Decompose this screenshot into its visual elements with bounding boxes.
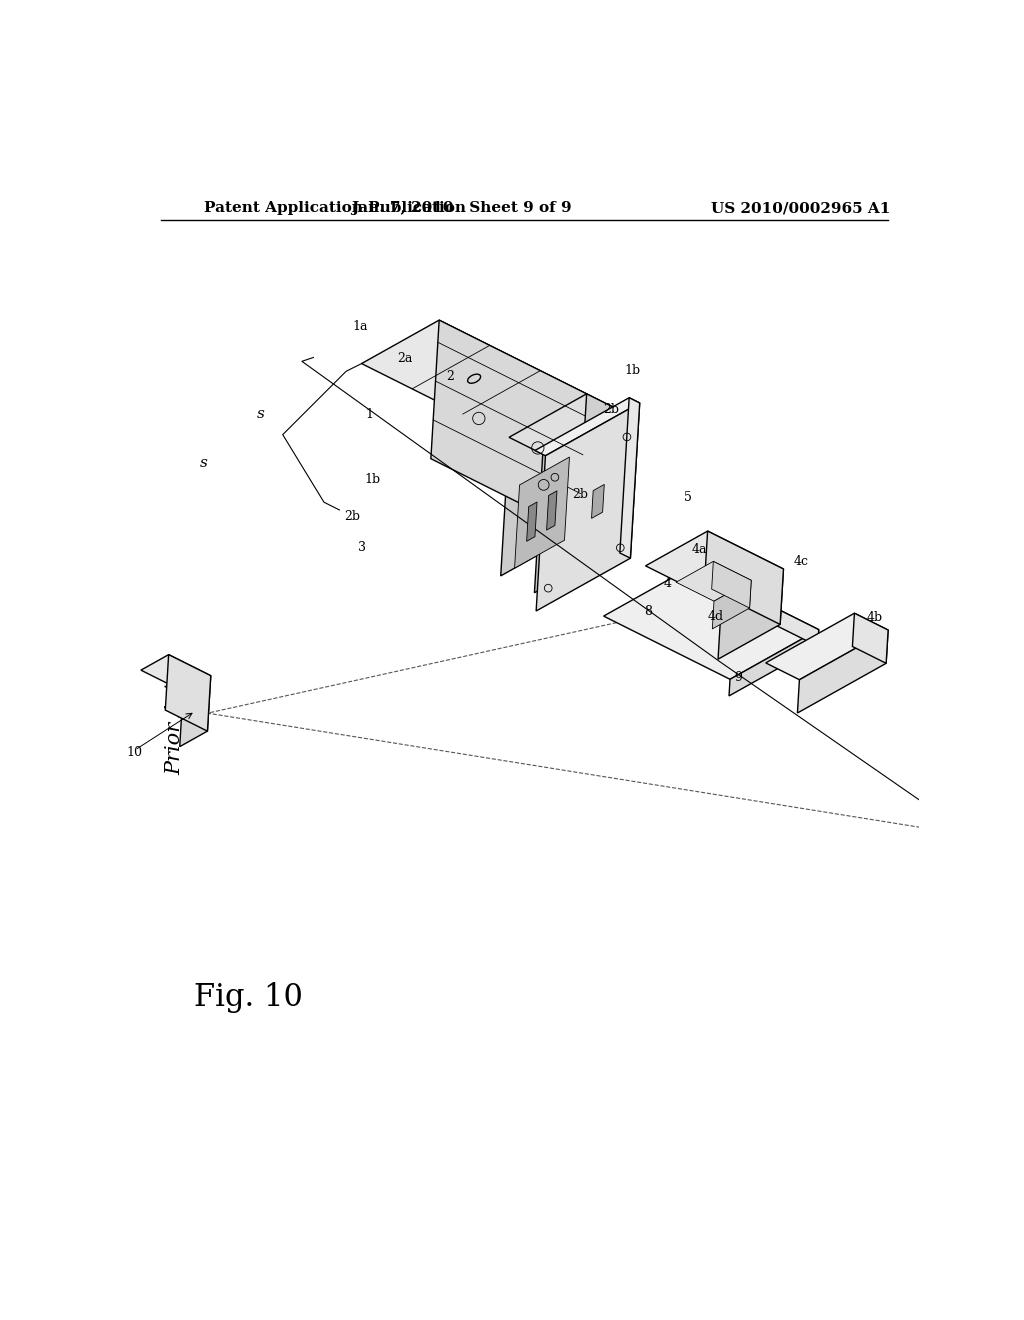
- Text: 4: 4: [664, 577, 672, 590]
- Text: Prior Art: Prior Art: [166, 681, 184, 775]
- Text: 5: 5: [684, 491, 692, 504]
- Text: 2b: 2b: [571, 488, 588, 502]
- Text: 9: 9: [734, 671, 742, 684]
- Polygon shape: [980, 657, 1024, 781]
- Polygon shape: [535, 397, 640, 455]
- Polygon shape: [361, 321, 587, 437]
- Text: Fig. 10: Fig. 10: [194, 982, 302, 1014]
- Text: 1b: 1b: [365, 473, 381, 486]
- Text: 4c: 4c: [794, 556, 809, 568]
- Polygon shape: [537, 403, 640, 611]
- Polygon shape: [712, 561, 752, 609]
- Polygon shape: [547, 491, 557, 531]
- Text: 1b: 1b: [625, 364, 640, 378]
- Text: 2: 2: [446, 370, 454, 383]
- Polygon shape: [165, 655, 211, 731]
- Text: 3: 3: [358, 541, 367, 554]
- Text: Patent Application Publication: Patent Application Publication: [204, 202, 466, 215]
- Polygon shape: [766, 614, 888, 680]
- Polygon shape: [645, 531, 783, 603]
- Polygon shape: [691, 566, 819, 647]
- Text: 4a: 4a: [692, 543, 708, 556]
- Text: 8: 8: [644, 605, 651, 618]
- Text: 2b: 2b: [603, 404, 618, 416]
- Polygon shape: [579, 393, 621, 549]
- Polygon shape: [180, 676, 211, 747]
- Polygon shape: [526, 502, 537, 541]
- Text: Jan. 7, 2010   Sheet 9 of 9: Jan. 7, 2010 Sheet 9 of 9: [351, 202, 572, 215]
- Polygon shape: [620, 397, 640, 558]
- Polygon shape: [1010, 628, 1024, 722]
- Polygon shape: [676, 561, 752, 601]
- Polygon shape: [705, 531, 783, 624]
- Polygon shape: [729, 630, 819, 696]
- Polygon shape: [592, 484, 604, 519]
- Text: 1a: 1a: [353, 321, 369, 333]
- Polygon shape: [603, 566, 819, 680]
- Text: 2a: 2a: [397, 352, 413, 366]
- Polygon shape: [509, 393, 621, 454]
- Text: US 2010/0002965 A1: US 2010/0002965 A1: [711, 202, 890, 215]
- Text: 4b: 4b: [866, 611, 883, 624]
- Text: 10: 10: [127, 746, 143, 759]
- Polygon shape: [431, 321, 587, 532]
- Polygon shape: [535, 411, 621, 593]
- Polygon shape: [798, 630, 888, 713]
- Polygon shape: [501, 393, 587, 576]
- Text: 1: 1: [366, 408, 374, 421]
- Text: s: s: [200, 457, 208, 470]
- Polygon shape: [718, 569, 783, 659]
- Polygon shape: [515, 457, 569, 568]
- Text: 4d: 4d: [708, 610, 724, 623]
- Polygon shape: [852, 614, 888, 664]
- Text: 2b: 2b: [344, 511, 360, 523]
- Polygon shape: [141, 655, 211, 692]
- Polygon shape: [713, 581, 752, 628]
- Text: s: s: [257, 407, 264, 421]
